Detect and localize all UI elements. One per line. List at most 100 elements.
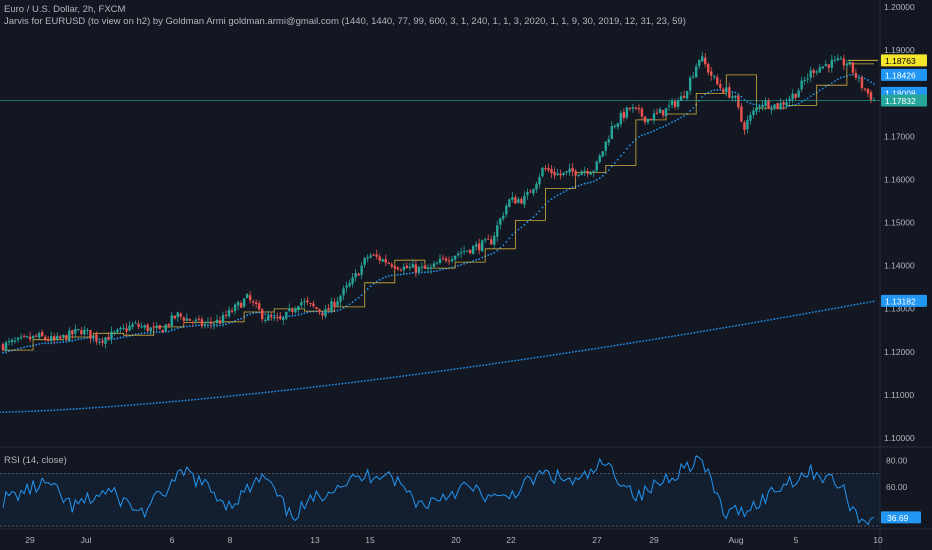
candle-body [755,107,758,112]
candle-body [221,314,225,323]
short-ma-point [424,271,426,274]
candle-body [842,58,846,66]
short-ma-point [505,241,508,243]
short-ma-point [408,272,411,275]
long-ma-point [79,407,81,410]
candle-body [119,327,122,330]
candle-body [110,331,113,339]
long-ma-point [453,368,456,371]
long-ma-point [712,328,715,331]
candle-body [435,263,439,265]
candle-body [622,111,626,119]
time-axis[interactable]: 29 Jul 6 8 13 15 20 22 27 29 Aug 5 10 [25,535,883,545]
long-ma-point [795,314,798,317]
candle-body [4,342,8,350]
candle-body [586,171,589,174]
candle-body [155,326,158,328]
candle-body [523,195,526,205]
short-ma-point [713,89,716,92]
long-ma-point [680,333,683,336]
long-ma-point [248,393,251,396]
candle-body [544,168,547,170]
short-ma-point [749,102,752,105]
long-ma-point [722,326,725,329]
time-tick-label: 29 [25,535,35,545]
candle-body [197,318,201,320]
candle-body [550,168,553,174]
candle-body [694,66,698,78]
short-ma-point [731,91,734,93]
short-ma-point [526,221,529,223]
short-ma-point [294,314,297,317]
candle-body [294,308,297,313]
symbol-title: Euro / U.S. Dollar, 2h, FXCM [4,4,126,15]
short-ma-point [360,294,363,296]
price-axis[interactable]: 1.200001.190001.180001.170001.160001.150… [881,2,927,524]
short-ma-point [71,339,74,342]
long-ma-point [629,342,632,344]
candle-body [860,77,864,89]
candle-body [848,61,852,64]
long-ma-point [130,404,133,406]
candle-body [553,171,556,176]
long-ma-point [383,377,385,380]
long-ma-point [757,320,760,323]
long-ma-point [437,370,440,373]
candle-body [140,326,143,328]
candle-body [146,324,149,332]
long-ma-point [21,410,24,413]
candle-body [56,336,59,340]
long-ma-point [789,315,792,318]
long-ma-point [264,391,267,394]
short-ma-point [134,333,137,336]
long-ma-point [431,371,433,374]
long-ma-point [200,398,203,400]
long-ma-point [799,313,801,316]
candle-body [701,56,704,62]
candle-body [619,113,623,125]
long-ma-point [127,404,129,407]
candle-body [233,304,237,312]
short-ma-point [589,181,592,184]
short-ma-point [662,126,664,128]
long-ma-point [251,392,254,395]
short-ma-point [677,118,680,121]
short-ma-point [146,332,149,334]
rsi-value-text: 36.69 [887,513,909,523]
candle-body [836,58,840,61]
short-ma-point [586,182,589,184]
candle-body [571,167,574,172]
long-ma-point [194,398,197,401]
long-ma-point [239,394,241,397]
long-ma-point [549,354,552,357]
candle-body [254,302,258,304]
long-ma-point [767,319,769,322]
long-ma-point [175,400,177,403]
long-ma-point [555,353,558,356]
short-ma-point [628,144,631,147]
short-ma-point [155,331,158,333]
candle-body [83,329,86,335]
long-ma-point [232,394,235,397]
candle-body [447,260,451,262]
candle-body [643,116,647,123]
candle-body [417,266,421,273]
candle-body [670,100,674,105]
short-ma-point [758,104,761,107]
short-ma-point [653,129,655,132]
long-ma-point [66,408,69,411]
candle-body [276,317,279,319]
price-label-badge [881,54,927,67]
short-ma-point [598,177,601,179]
long-ma-point [591,348,593,350]
candle-body [652,113,656,121]
long-ma-point [411,373,414,376]
price-label-text: 1.17832 [885,96,916,106]
short-ma-point [538,210,541,213]
candle-body [441,257,445,259]
short-ma-point [35,343,38,346]
long-ma-point [360,380,363,383]
candle-body [610,126,613,139]
candle-body [245,293,249,299]
